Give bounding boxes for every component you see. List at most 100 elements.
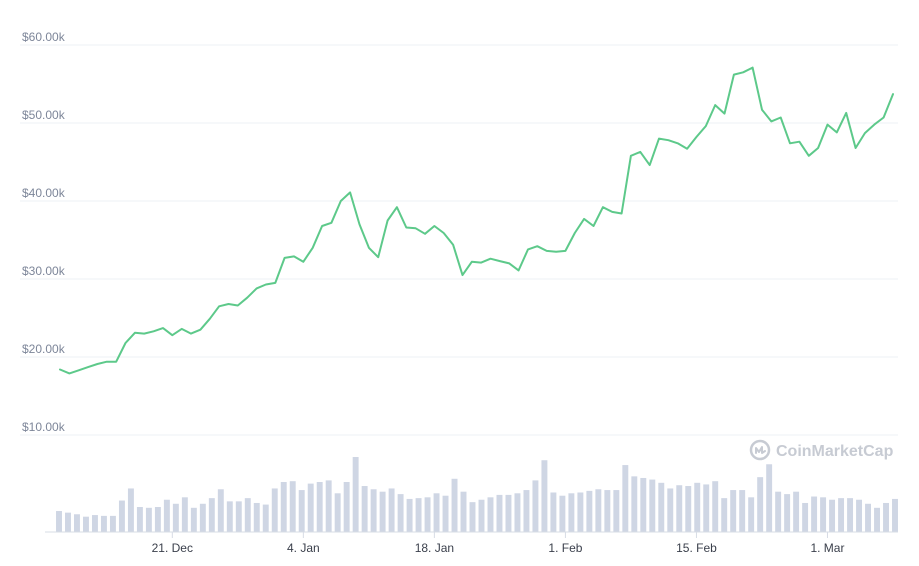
volume-bar: [226, 501, 233, 532]
x-tick-label: 1. Mar: [810, 541, 844, 555]
volume-bar: [694, 482, 701, 532]
y-tick-label: $20.00k: [22, 342, 66, 356]
volume-bar: [523, 490, 530, 532]
volume-bar: [56, 511, 62, 532]
volume-bar: [829, 499, 836, 532]
volume-bar: [514, 493, 521, 532]
volume-bar: [748, 497, 755, 532]
volume-bar: [199, 503, 206, 532]
volume-bar: [91, 515, 98, 532]
volume-bar: [541, 460, 548, 532]
x-axis-ticks: 21. Dec 4. Jan 18. Jan 1. Feb 15. Feb 1. Mar: [152, 532, 844, 555]
volume-bar: [586, 490, 593, 532]
y-axis-ticks: $10.00k $20.00k $30.00k $40.00k $50.00k $60.0…: [22, 30, 66, 434]
watermark: CoinMarketCap: [749, 439, 894, 461]
volume-bar: [532, 480, 539, 532]
volume-bar: [712, 481, 719, 532]
y-tick-label: $50.00k: [22, 108, 66, 122]
volume-bar: [667, 488, 674, 532]
x-tick-label: 4. Jan: [287, 541, 320, 555]
volume-bar: [622, 465, 629, 532]
volume-bar: [424, 497, 431, 532]
volume-bar: [568, 493, 575, 532]
volume-bar: [865, 503, 871, 532]
volume-bar: [65, 512, 71, 532]
volume-bar: [460, 491, 467, 532]
volume-bar: [190, 507, 197, 532]
volume-bar: [74, 514, 80, 532]
volume-bar: [334, 493, 341, 532]
volume-bar: [757, 477, 764, 532]
volume-bar: [145, 507, 152, 532]
volume-bar: [307, 483, 314, 532]
grid-lines: [20, 44, 898, 436]
volume-bar: [271, 488, 278, 532]
volume-bar: [244, 498, 251, 532]
volume-bar: [802, 502, 809, 532]
x-tick-label: 18. Jan: [415, 541, 454, 555]
volume-bar: [181, 497, 188, 532]
volume-bar: [550, 492, 557, 532]
volume-bar: [352, 457, 359, 532]
volume-bar: [109, 515, 116, 532]
volume-bar: [379, 491, 386, 532]
volume-bar: [784, 494, 791, 532]
volume-bar: [505, 494, 512, 532]
volume-bar: [208, 498, 215, 532]
volume-bar: [361, 486, 368, 532]
volume-bar: [640, 477, 647, 532]
volume-bar: [811, 496, 818, 532]
price-line: [59, 66, 894, 375]
volume-bar: [775, 491, 782, 532]
volume-bar: [739, 490, 746, 532]
volume-bar: [397, 494, 404, 532]
volume-bar: [559, 495, 566, 532]
volume-bar: [892, 498, 898, 532]
volume-bar: [487, 497, 494, 532]
volume-bar: [685, 486, 692, 532]
volume-bars: [56, 457, 898, 532]
volume-bar: [118, 500, 125, 532]
volume-bar: [343, 482, 350, 532]
coinmarketcap-logo-icon: [749, 439, 771, 461]
volume-bar: [83, 516, 89, 532]
x-tick-label: 21. Dec: [152, 541, 193, 555]
volume-bar: [649, 479, 656, 532]
volume-bar: [883, 502, 889, 532]
x-tick-label: 1. Feb: [548, 541, 582, 555]
volume-bar: [415, 498, 422, 532]
volume-bar: [595, 489, 602, 532]
volume-bar: [847, 498, 854, 532]
volume-bar: [613, 490, 620, 532]
volume-bar: [298, 490, 305, 532]
volume-bar: [658, 482, 665, 532]
price-series: [59, 66, 894, 375]
volume-bar: [631, 476, 638, 532]
volume-bar: [325, 480, 332, 532]
volume-bar: [766, 464, 773, 532]
volume-bar: [217, 489, 224, 532]
volume-bar: [577, 492, 584, 532]
y-tick-label: $60.00k: [22, 30, 66, 44]
volume-bar: [235, 501, 242, 532]
y-tick-label: $10.00k: [22, 420, 66, 434]
volume-bar: [874, 507, 880, 532]
volume-bar: [163, 499, 170, 532]
volume-bar: [433, 493, 440, 532]
volume-bar: [127, 488, 134, 532]
volume-bar: [253, 502, 260, 532]
volume-bar: [451, 478, 458, 532]
volume-bar: [289, 481, 296, 532]
volume-bar: [469, 502, 476, 532]
volume-bar: [388, 488, 395, 532]
volume-bar: [172, 503, 179, 532]
volume-bar: [838, 498, 845, 532]
volume-bar: [478, 499, 485, 532]
y-tick-label: $40.00k: [22, 186, 66, 200]
x-tick-label: 15. Feb: [676, 541, 717, 555]
volume-bar: [406, 498, 413, 532]
volume-bar: [676, 485, 683, 532]
volume-bar: [730, 490, 737, 532]
volume-bar: [316, 482, 323, 532]
